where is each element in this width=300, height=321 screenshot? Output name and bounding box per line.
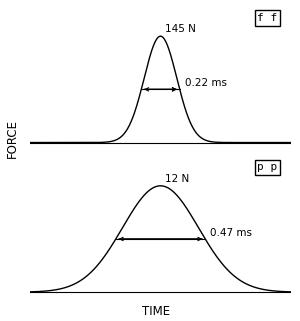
Text: 145 N: 145 N <box>165 24 196 34</box>
Text: f f: f f <box>257 13 278 23</box>
Text: 0.22 ms: 0.22 ms <box>184 78 226 88</box>
Text: TIME: TIME <box>142 305 170 318</box>
Text: 0.47 ms: 0.47 ms <box>210 228 252 238</box>
Text: FORCE: FORCE <box>5 118 19 158</box>
Text: 12 N: 12 N <box>165 174 190 184</box>
Text: p p: p p <box>257 162 278 172</box>
